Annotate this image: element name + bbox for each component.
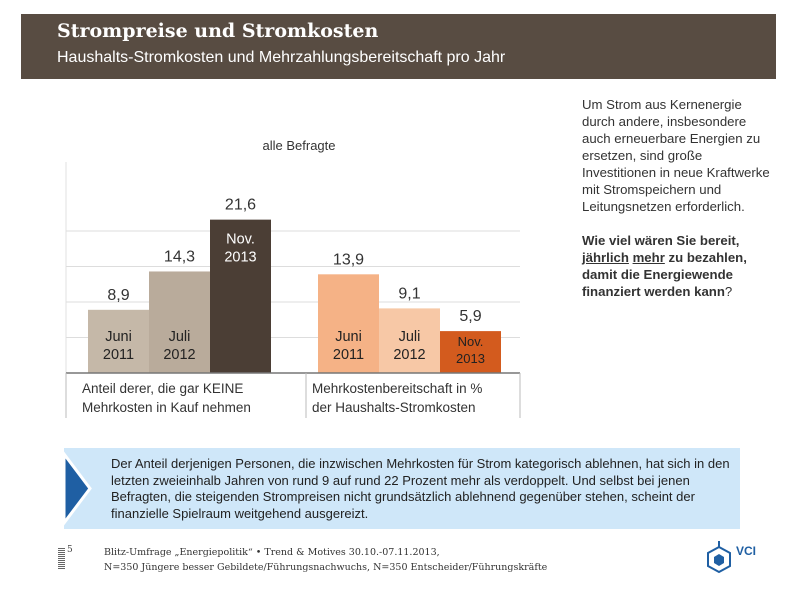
bar-period-label: Nov. <box>226 232 255 248</box>
bar <box>318 274 379 373</box>
conclusion-text: Der Anteil derjenigen Personen, die inzw… <box>111 456 730 521</box>
side-text: Um Strom aus Kernenergie durch andere, i… <box>582 96 777 300</box>
intro-text: Um Strom aus Kernenergie durch andere, i… <box>582 97 770 214</box>
bar-period-label: Juni <box>335 329 362 345</box>
survey-question: Wie viel wären Sie bereit, jährlich mehr… <box>582 232 777 300</box>
bar <box>149 271 210 373</box>
bar <box>440 331 501 373</box>
page-subtitle: Haushalts-Stromkosten und Mehrzahlungsbe… <box>57 49 506 66</box>
bar-period-label: 2011 <box>333 347 364 363</box>
data-label: 14,3 <box>164 248 195 265</box>
bar-period-label: Juli <box>169 329 191 345</box>
bar-period-label: 2013 <box>456 351 485 366</box>
footer-line-2: N=350 Jüngere besser Gebildete/Führungsn… <box>104 562 548 573</box>
data-label: 8,9 <box>107 287 129 304</box>
question-underline-more: mehr <box>632 250 665 265</box>
conclusion-box: Der Anteil derjenigen Personen, die inzw… <box>64 448 740 529</box>
group-label: Mehrkosten in Kauf nehmen <box>82 400 251 415</box>
bar-period-label: Juli <box>399 329 421 345</box>
bar-period-label: 2013 <box>224 250 256 266</box>
bar-period-label: 2012 <box>163 347 195 363</box>
footer-line-1: Blitz-Umfrage „Energiepolitik“ • Trend &… <box>104 547 440 558</box>
question-part1: Wie viel wären Sie bereit, <box>582 233 740 248</box>
group-label: Anteil derer, die gar KEINE <box>82 381 243 396</box>
bar-chart: alle Befragte 8,9 Juni 2011 14,3 Juli 2012 21,6… <box>65 138 521 418</box>
vci-logo: VCI <box>707 541 756 574</box>
bar-period-label: Juni <box>105 329 132 345</box>
footer-marker <box>58 548 65 570</box>
header-bar: Strompreise und Stromkosten Haushalts-St… <box>21 14 776 79</box>
bar <box>379 308 440 373</box>
bar-period-label: 2012 <box>393 347 425 363</box>
bar <box>210 219 271 373</box>
footer-source: Blitz-Umfrage „Energiepolitik“ • Trend &… <box>104 545 547 575</box>
group-label: der Haushalts-Stromkosten <box>312 400 476 415</box>
data-label: 9,1 <box>398 285 420 302</box>
bar <box>88 309 149 373</box>
page-title: Strompreise und Stromkosten <box>57 20 379 42</box>
question-mark: ? <box>724 284 733 299</box>
page-number: 5 <box>67 545 73 555</box>
logo-text: VCI <box>736 544 756 558</box>
data-label: 13,9 <box>333 251 364 268</box>
data-label: 5,9 <box>459 308 481 325</box>
data-label: 21,6 <box>225 197 256 214</box>
question-underline-annually: jährlich <box>582 250 629 265</box>
chevron-right-icon <box>64 451 92 526</box>
group-label: Mehrkostenbereitschaft in % <box>312 381 482 396</box>
question-part2: zu bezahlen, damit die Energiewende fina… <box>582 250 747 299</box>
bar-period-label: Nov. <box>458 334 484 349</box>
bar-period-label: 2011 <box>103 347 134 363</box>
chart-title: alle Befragte <box>263 138 336 153</box>
